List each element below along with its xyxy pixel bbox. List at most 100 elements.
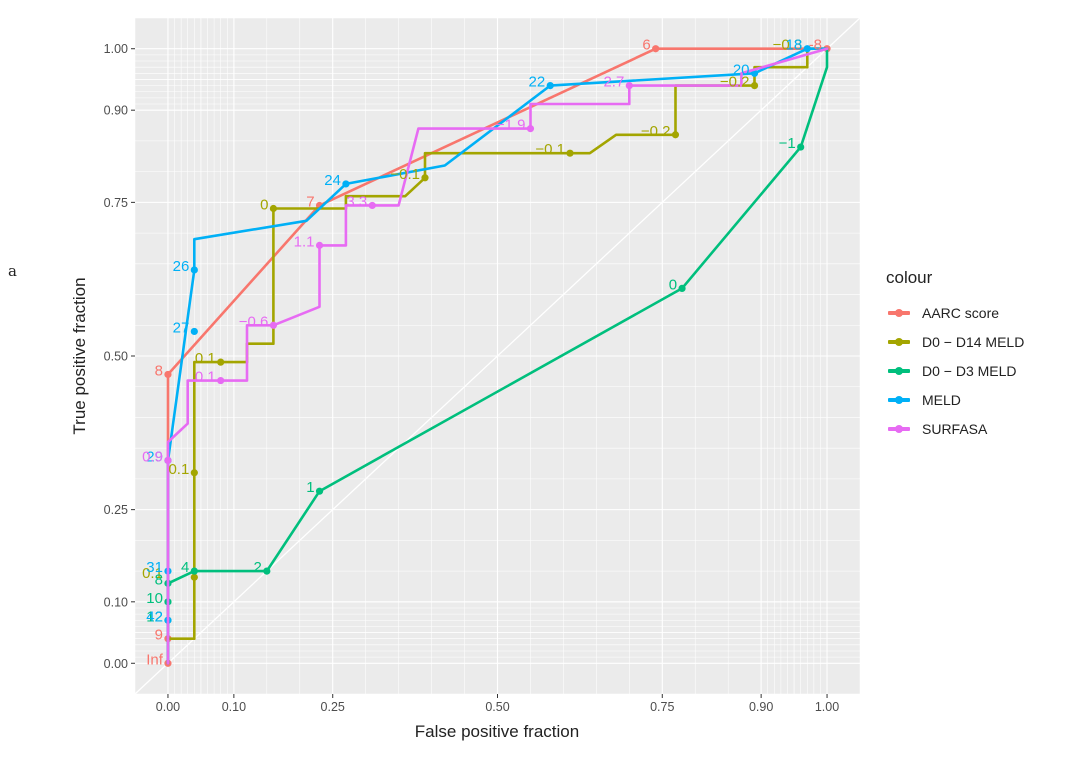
- series-marker-2: [797, 143, 805, 151]
- cutoff-label-2: 12: [146, 608, 163, 625]
- legend-item-d0-d3: D0 − D3 MELD: [886, 356, 1066, 385]
- series-marker-2: [190, 567, 198, 575]
- series-marker-1: [217, 358, 225, 366]
- cutoff-label-1: 0: [260, 197, 268, 214]
- cutoff-label-2: 8: [155, 571, 163, 588]
- series-marker-0: [652, 45, 660, 53]
- cutoff-label-3: 29: [146, 448, 163, 465]
- legend-label: MELD: [922, 391, 961, 408]
- cutoff-label-0: Inf: [146, 651, 164, 668]
- cutoff-label-0: 9: [155, 627, 163, 644]
- cutoff-label-2: 0: [669, 276, 677, 293]
- series-marker-4: [164, 456, 172, 465]
- cutoff-label-2: 10: [146, 590, 163, 607]
- legend-item-d0-d14: D0 − D14 MELD: [886, 327, 1066, 356]
- series-marker-3: [750, 69, 759, 77]
- cutoff-label-2: 4: [181, 559, 189, 576]
- cutoff-label-1: −0.3: [773, 37, 803, 54]
- series-marker-2: [315, 487, 324, 495]
- series-marker-1: [750, 82, 759, 90]
- series-marker-3: [803, 45, 811, 53]
- series-marker-3: [190, 266, 198, 274]
- legend-label: D0 − D14 MELD: [922, 333, 1025, 350]
- series-marker-3: [190, 327, 198, 336]
- panel-letter: a: [8, 262, 17, 280]
- y-tick-label: 0.50: [104, 350, 128, 364]
- series-marker-1: [421, 174, 429, 182]
- y-tick-label: 0.90: [104, 104, 128, 118]
- x-tick-label: 0.25: [321, 700, 345, 714]
- cutoff-label-1: 0.1: [168, 461, 189, 478]
- cutoff-label-4: 1.1: [294, 233, 315, 250]
- series-marker-1: [566, 149, 574, 157]
- legend-item-meld: MELD: [886, 385, 1066, 414]
- cutoff-label-3: 42: [146, 608, 163, 625]
- cutoff-label-4: 3.3: [346, 193, 367, 210]
- x-tick-label: 0.75: [650, 700, 674, 714]
- series-marker-4: [217, 376, 225, 385]
- cutoff-label-3: 27: [173, 319, 190, 336]
- cutoff-label-0: 7: [306, 193, 314, 210]
- cutoff-label-4: 2.7: [603, 74, 624, 91]
- y-tick-label: 0.10: [104, 595, 128, 609]
- series-marker-2: [678, 284, 686, 292]
- series-marker-4: [526, 125, 535, 133]
- legend-label: D0 − D3 MELD: [922, 362, 1017, 379]
- cutoff-label-2: 2: [253, 559, 261, 576]
- legend-label: AARC score: [922, 304, 1000, 321]
- y-axis-title: True positive fraction: [70, 277, 89, 434]
- series-marker-0: [164, 370, 172, 379]
- series-marker-2: [263, 567, 271, 575]
- cutoff-label-3: 22: [529, 74, 546, 91]
- x-tick-label: 0.00: [156, 700, 180, 714]
- cutoff-label-4: 0.9: [142, 448, 163, 465]
- cutoff-label-1: 0.1: [142, 565, 163, 582]
- y-tick-label: 0.25: [104, 503, 128, 517]
- x-axis-title: False positive fraction: [415, 722, 579, 741]
- x-tick-label: 0.10: [222, 700, 246, 714]
- legend-key-meld: [886, 389, 912, 411]
- legend-key-d0-d14: [886, 331, 912, 353]
- cutoff-label-3: 18: [786, 37, 803, 54]
- cutoff-label-4: −1.9: [496, 117, 526, 134]
- series-marker-3: [342, 180, 350, 188]
- series-marker-1: [671, 131, 680, 139]
- series-marker-1: [190, 469, 198, 477]
- series-marker-1: [190, 573, 198, 581]
- legend-title: colour: [886, 268, 933, 287]
- cutoff-label-3: 20: [733, 61, 750, 78]
- cutoff-label-1: −0.1: [390, 166, 420, 183]
- cutoff-label-1: −0.2: [720, 74, 750, 91]
- y-tick-label: 0.75: [104, 196, 128, 210]
- series-marker-3: [546, 82, 554, 90]
- cutoff-label-2: 1: [306, 479, 314, 496]
- cutoff-label-3: 26: [173, 258, 190, 275]
- cutoff-label-0: -8: [809, 37, 822, 54]
- legend-key-aarc: [886, 302, 912, 324]
- x-tick-label: 0.90: [749, 700, 773, 714]
- diagonal-reference-line: [134, 17, 861, 695]
- cutoff-label-1: −0.2: [641, 123, 671, 140]
- x-tick-label: 1.00: [815, 700, 839, 714]
- series-marker-4: [269, 321, 278, 329]
- cutoff-label-4: −0.6: [239, 313, 269, 330]
- series-marker-1: [269, 204, 278, 213]
- y-tick-label: 1.00: [104, 42, 128, 56]
- legend-key-d0-d3: [886, 360, 912, 382]
- legend-label: SURFASA: [922, 420, 988, 437]
- cutoff-label-1: −0.1: [535, 141, 565, 158]
- cutoff-label-2: −1: [779, 135, 796, 152]
- legend: colour AARC score D0 − D14 MELD D0 − D3 …: [886, 268, 1066, 443]
- cutoff-label-1: 0.1: [195, 350, 216, 367]
- cutoff-label-3: 31: [146, 559, 163, 576]
- cutoff-label-0: 8: [155, 362, 163, 379]
- legend-item-aarc: AARC score: [886, 298, 1066, 327]
- y-tick-label: 0.00: [104, 657, 128, 671]
- cutoff-label-3: 24: [324, 172, 341, 189]
- legend-item-surfasa: SURFASA: [886, 414, 1066, 443]
- legend-key-surfasa: [886, 418, 912, 440]
- x-tick-label: 0.50: [485, 700, 509, 714]
- cutoff-label-4: 0.1: [195, 369, 216, 386]
